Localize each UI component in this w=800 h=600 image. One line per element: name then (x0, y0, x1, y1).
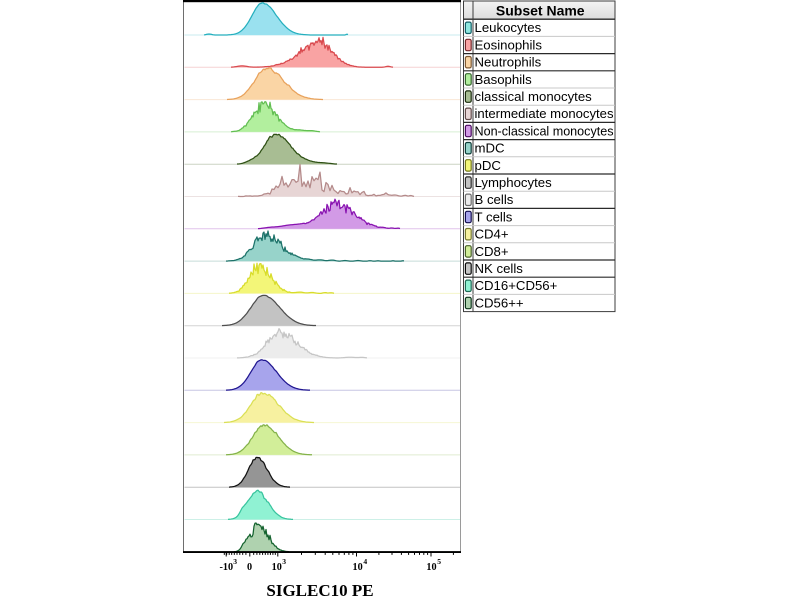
svg-text:Leukocytes: Leukocytes (475, 20, 542, 35)
svg-text:10: 10 (272, 562, 282, 573)
svg-text:Basophils: Basophils (475, 72, 533, 87)
svg-text:T cells: T cells (475, 209, 513, 224)
svg-text:NK cells: NK cells (475, 261, 524, 276)
svg-text:0: 0 (247, 562, 252, 573)
svg-text:10: 10 (426, 562, 436, 573)
svg-text:-10: -10 (220, 562, 234, 573)
svg-text:Non-classical monocytes: Non-classical monocytes (475, 123, 614, 138)
svg-text:4: 4 (363, 557, 367, 566)
svg-text:3: 3 (282, 557, 286, 566)
svg-text:classical monocytes: classical monocytes (475, 89, 593, 104)
svg-text:Neutrophils: Neutrophils (475, 55, 542, 70)
svg-text:Subset Name: Subset Name (496, 3, 585, 19)
svg-text:B cells: B cells (475, 192, 514, 207)
svg-text:SIGLEC10 PE: SIGLEC10 PE (266, 581, 373, 600)
svg-text:mDC: mDC (475, 141, 506, 156)
svg-text:10: 10 (353, 562, 363, 573)
svg-text:pDC: pDC (475, 158, 502, 173)
svg-text:3: 3 (233, 557, 237, 566)
svg-text:CD56++: CD56++ (475, 295, 524, 310)
svg-text:5: 5 (437, 557, 441, 566)
svg-text:CD4+: CD4+ (475, 227, 509, 242)
svg-text:intermediate monocytes: intermediate monocytes (475, 106, 614, 121)
svg-text:Lymphocytes: Lymphocytes (475, 175, 553, 190)
svg-text:Eosinophils: Eosinophils (475, 37, 543, 52)
svg-text:CD8+: CD8+ (475, 244, 509, 259)
svg-text:CD16+CD56+: CD16+CD56+ (475, 278, 558, 293)
